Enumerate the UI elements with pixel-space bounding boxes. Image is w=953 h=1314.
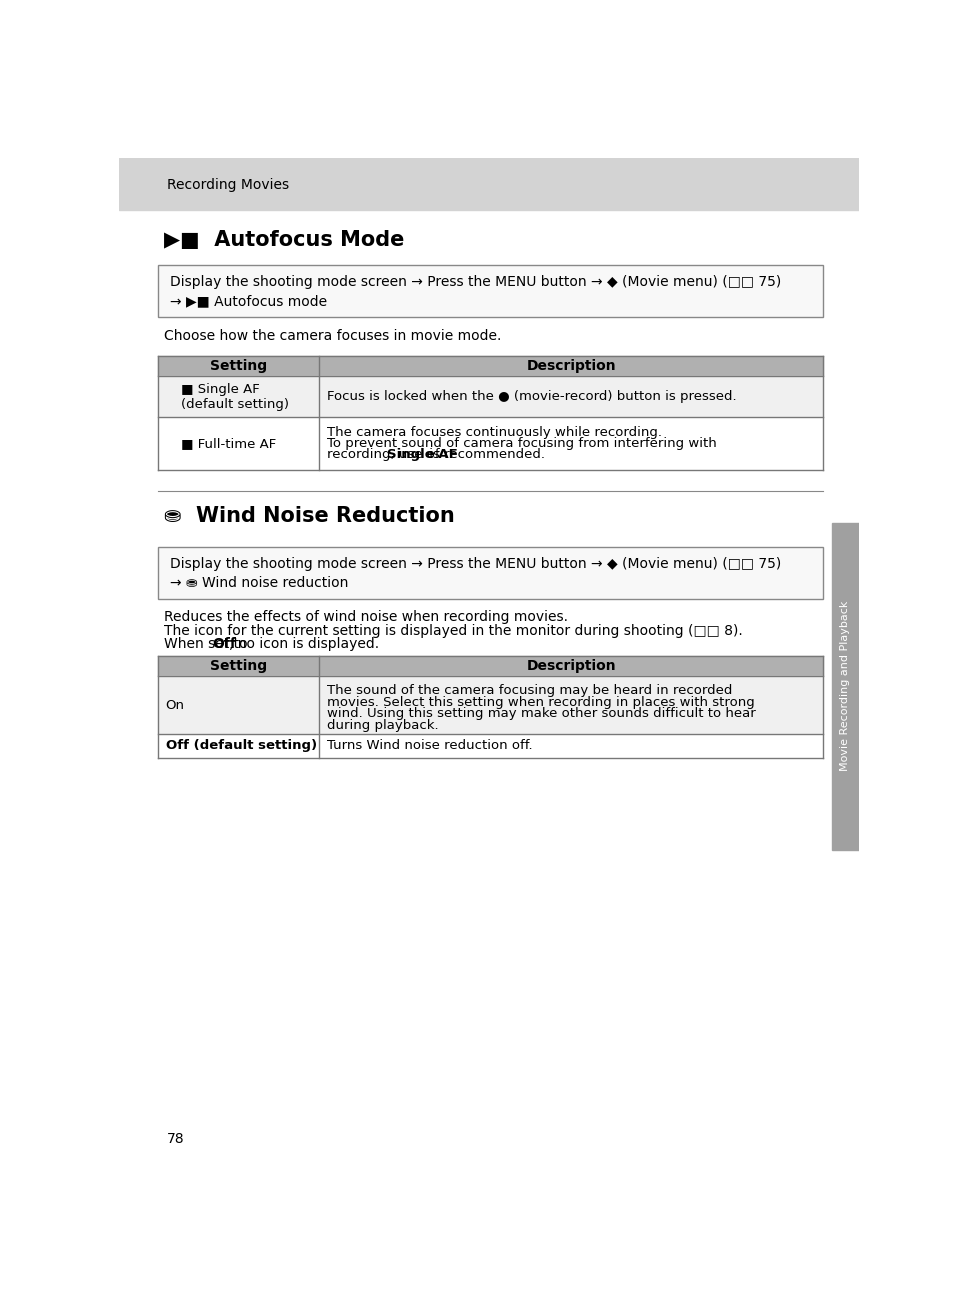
Text: ■ Single AF
(default setting): ■ Single AF (default setting) (181, 382, 289, 410)
Bar (158, 356, 822, 376)
Text: → ⛂ Wind noise reduction: → ⛂ Wind noise reduction (170, 576, 348, 590)
Text: Recording Movies: Recording Movies (167, 179, 289, 192)
Text: , no icon is displayed.: , no icon is displayed. (229, 637, 379, 652)
Text: wind. Using this setting may make other sounds difficult to hear: wind. Using this setting may make other … (327, 707, 755, 720)
Bar (158, 735, 822, 757)
Bar (158, 417, 822, 469)
Text: movies. Select this setting when recording in places with strong: movies. Select this setting when recordi… (327, 696, 754, 710)
Text: Display the shooting mode screen → Press the MENU button → ◆ (Movie menu) (□□ 75: Display the shooting mode screen → Press… (170, 276, 781, 289)
Text: Single AF: Single AF (387, 448, 457, 461)
Text: ■ Full-time AF: ■ Full-time AF (181, 436, 276, 449)
Bar (158, 675, 822, 735)
Text: ▶■  Autofocus Mode: ▶■ Autofocus Mode (164, 230, 404, 250)
Text: Choose how the camera focuses in movie mode.: Choose how the camera focuses in movie m… (164, 330, 501, 343)
Text: To prevent sound of camera focusing from interfering with: To prevent sound of camera focusing from… (327, 438, 716, 451)
Bar (158, 656, 822, 675)
Text: recording, use of: recording, use of (327, 448, 443, 461)
Bar (158, 376, 822, 417)
Text: On: On (166, 699, 185, 712)
Text: The camera focuses continuously while recording.: The camera focuses continuously while re… (327, 427, 661, 439)
Text: is recommended.: is recommended. (424, 448, 544, 461)
Bar (119, 158, 858, 210)
Text: Setting: Setting (210, 658, 267, 673)
Text: ⛂  Wind Noise Reduction: ⛂ Wind Noise Reduction (164, 506, 455, 527)
Text: Description: Description (526, 359, 616, 373)
Text: → ▶■ Autofocus mode: → ▶■ Autofocus mode (170, 294, 327, 307)
Text: 78: 78 (167, 1131, 185, 1146)
Text: during playback.: during playback. (327, 719, 438, 732)
Text: The icon for the current setting is displayed in the monitor during shooting (□□: The icon for the current setting is disp… (164, 624, 742, 637)
Text: The sound of the camera focusing may be heard in recorded: The sound of the camera focusing may be … (327, 685, 732, 698)
Text: When set to: When set to (164, 637, 252, 652)
Bar (831, 523, 858, 850)
Text: Off (default setting): Off (default setting) (166, 740, 316, 753)
Text: Movie Recording and Playback: Movie Recording and Playback (840, 600, 849, 771)
Text: Description: Description (526, 658, 616, 673)
Text: Display the shooting mode screen → Press the MENU button → ◆ (Movie menu) (□□ 75: Display the shooting mode screen → Press… (170, 557, 781, 572)
Text: Focus is locked when the ● (movie-record) button is pressed.: Focus is locked when the ● (movie-record… (327, 390, 736, 403)
Text: Setting: Setting (210, 359, 267, 373)
Bar (158, 547, 822, 599)
Text: Turns Wind noise reduction off.: Turns Wind noise reduction off. (327, 740, 532, 753)
Bar (158, 264, 822, 317)
Text: Off: Off (212, 637, 236, 652)
Text: Reduces the effects of wind noise when recording movies.: Reduces the effects of wind noise when r… (164, 610, 568, 624)
